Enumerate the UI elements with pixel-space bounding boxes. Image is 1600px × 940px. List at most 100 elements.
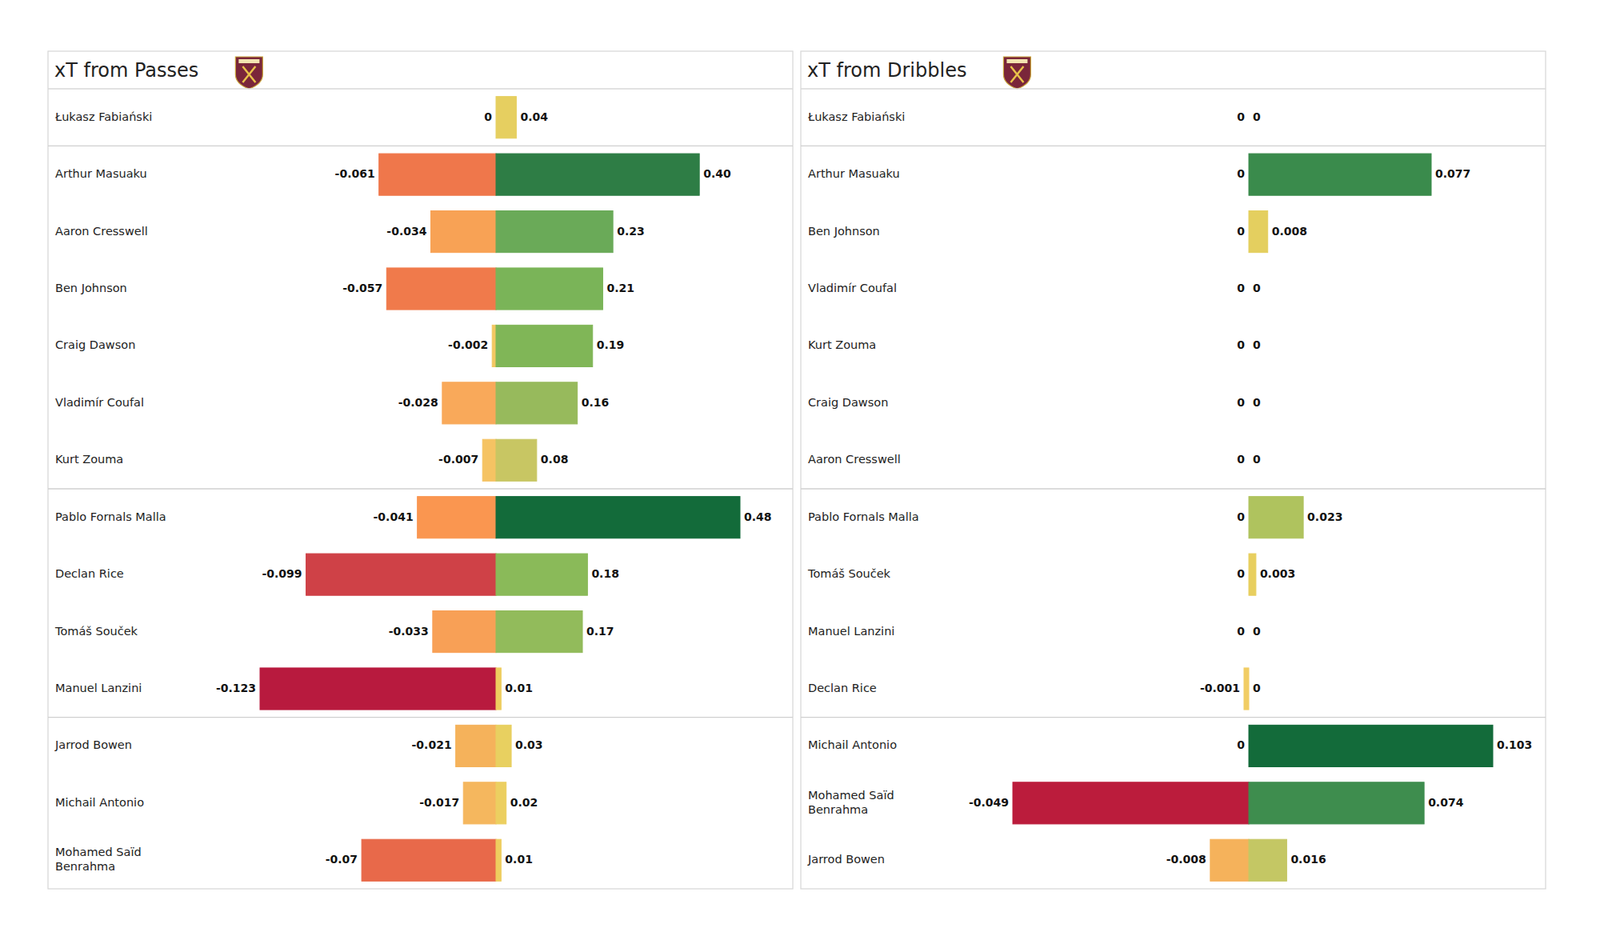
data-label: 0 — [1236, 281, 1245, 295]
data-label: 0.074 — [1428, 796, 1464, 809]
bar — [1248, 668, 1250, 710]
bar — [1248, 382, 1250, 424]
data-label: 0 — [1252, 110, 1261, 124]
bar — [496, 153, 700, 196]
data-label: -0.002 — [448, 338, 488, 352]
data-label: 0.21 — [606, 281, 635, 295]
panel: xT from PassesŁukasz FabiańskiArthur Mas… — [48, 51, 793, 889]
bar — [496, 382, 578, 424]
bar — [1248, 782, 1424, 824]
bar — [496, 96, 516, 139]
badge — [1003, 56, 1031, 89]
category-label: Aaron Cresswell — [808, 452, 901, 466]
data-label: -0.034 — [386, 224, 427, 238]
panel-frame — [800, 51, 1546, 889]
bar — [456, 724, 496, 767]
data-label: 0 — [1236, 510, 1245, 524]
data-label: 0.17 — [586, 624, 615, 638]
data-label: 0 — [1236, 224, 1245, 238]
data-label: 0 — [1252, 338, 1261, 352]
bar — [379, 153, 496, 196]
badge-shield — [1003, 56, 1031, 89]
category-label: Ben Johnson — [808, 224, 880, 238]
bar — [361, 839, 496, 881]
badge-hammers — [1010, 66, 1024, 83]
bar — [442, 382, 496, 424]
data-label: -0.099 — [261, 567, 302, 580]
category-label: Declan Rice — [55, 567, 124, 580]
bar — [496, 553, 588, 596]
data-label: -0.021 — [412, 738, 452, 752]
bar — [1248, 439, 1250, 481]
bar — [1244, 668, 1249, 710]
data-label: -0.017 — [419, 796, 460, 809]
category-label: Vladimír Coufal — [55, 396, 144, 409]
bar — [1248, 324, 1250, 367]
bar — [1248, 268, 1250, 310]
bar — [496, 668, 501, 710]
bar — [496, 211, 613, 253]
bar — [1012, 782, 1249, 824]
data-label: 0.40 — [703, 167, 732, 180]
bar — [496, 611, 583, 653]
category-label: Manuel Lanzini — [808, 624, 895, 638]
data-label: 0 — [1236, 396, 1245, 409]
bar — [492, 324, 496, 367]
data-label: 0.01 — [504, 852, 533, 866]
bar — [496, 496, 740, 539]
data-label: 0.023 — [1307, 510, 1343, 524]
bar — [1248, 153, 1432, 196]
data-label: 0.03 — [515, 738, 544, 752]
badge-shield — [235, 56, 263, 89]
bar — [1248, 439, 1250, 481]
bar — [1248, 611, 1250, 653]
data-label: 0 — [1236, 452, 1245, 466]
data-label: -0.07 — [325, 852, 358, 866]
data-label: 0.04 — [520, 110, 548, 124]
data-label: 0 — [484, 110, 492, 124]
category-label: Kurt Zouma — [808, 338, 876, 352]
bar — [463, 782, 496, 824]
bar — [306, 553, 496, 596]
data-label: 0.19 — [596, 338, 625, 352]
badge-band — [1006, 59, 1028, 64]
category-label: Pablo Fornals Malla — [55, 510, 167, 524]
data-label: -0.001 — [1200, 681, 1240, 695]
group-separator — [800, 488, 1546, 489]
group-separator — [48, 716, 793, 718]
chart-root: xT from PassesŁukasz FabiańskiArthur Mas… — [0, 0, 1600, 940]
data-label: 0.003 — [1260, 567, 1296, 580]
data-label: 0 — [1236, 338, 1245, 352]
category-label: Tomáš Souček — [54, 624, 139, 638]
bar — [260, 668, 496, 710]
data-label: 0 — [1236, 738, 1245, 752]
bar — [1248, 496, 1304, 539]
data-label: 0 — [1236, 167, 1245, 180]
bar — [386, 268, 496, 310]
panel-frame — [48, 51, 793, 889]
category-label: Arthur Masuaku — [808, 167, 900, 180]
bar — [1248, 611, 1250, 653]
data-label: 0 — [1236, 624, 1245, 638]
data-label: 0.01 — [504, 681, 533, 695]
category-label: Arthur Masuaku — [55, 167, 148, 180]
bar — [1248, 96, 1250, 139]
data-label: 0 — [1236, 567, 1245, 580]
category-label: Jarrod Bowen — [807, 852, 885, 866]
category-label: Jarrod Bowen — [54, 738, 132, 752]
bar — [417, 496, 496, 539]
category-label: Aaron Cresswell — [55, 224, 148, 238]
category-label: Michail Antonio — [55, 796, 144, 809]
bar — [1248, 724, 1493, 767]
category-label: Craig Dawson — [55, 338, 136, 352]
bar — [1248, 324, 1250, 367]
bar — [496, 782, 507, 824]
title: xT from Dribbles — [807, 59, 967, 82]
bars — [1012, 153, 1493, 881]
data-label: 0.23 — [616, 224, 645, 238]
data-label: -0.008 — [1166, 852, 1207, 866]
data-label: 0.008 — [1272, 224, 1308, 238]
category-label: Manuel Lanzini — [55, 681, 142, 695]
bar — [1248, 382, 1250, 424]
badge-hammers — [242, 66, 256, 83]
